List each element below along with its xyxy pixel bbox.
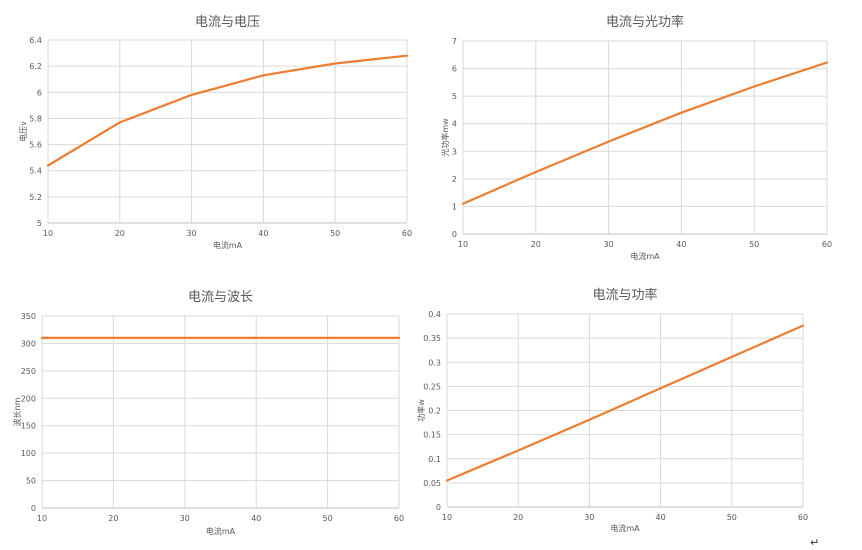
x-tick-label: 20 <box>115 229 125 238</box>
corner-return-mark: ↵ <box>810 536 819 549</box>
y-tick-label: 4 <box>452 120 457 129</box>
y-axis-label: 光功率mw <box>440 118 450 157</box>
y-tick-label: 150 <box>21 422 36 431</box>
chart-3: 0 50 100 150 200 250 300 350 10 20 30 40 50 60 电流与波长电流… <box>12 290 404 536</box>
y-tick-label: 6.4 <box>29 36 42 45</box>
y-tick-label: 50 <box>26 477 36 486</box>
y-tick-label: 5 <box>452 92 457 101</box>
x-tick-label: 30 <box>584 513 594 522</box>
y-tick-label: 7 <box>452 37 457 46</box>
x-tick-label: 20 <box>513 513 523 522</box>
x-tick-label: 10 <box>37 514 47 523</box>
chart-title: 电流与电压 <box>195 15 260 30</box>
x-tick-label: 60 <box>798 513 808 522</box>
y-tick-label: 5.8 <box>29 114 42 123</box>
y-tick-label: 0.35 <box>423 334 441 343</box>
y-axis-label: 电压v <box>18 121 28 142</box>
x-tick-label: 40 <box>656 513 666 522</box>
x-tick-label: 50 <box>749 240 759 249</box>
y-tick-label: 300 <box>21 339 36 348</box>
y-tick-label: 100 <box>21 449 36 458</box>
y-tick-label: 200 <box>21 394 36 403</box>
x-tick-label: 40 <box>676 240 686 249</box>
x-tick-label: 60 <box>394 514 404 523</box>
y-tick-label: 0 <box>436 503 441 512</box>
x-tick-label: 30 <box>604 240 614 249</box>
chart-title: 电流与功率 <box>592 287 657 303</box>
chart-4: 0 0.05 0.1 0.15 0.2 0.25 0.3 0.35 0.4 10 20 30 40 50 6… <box>416 287 808 533</box>
y-tick-label: 0 <box>452 230 457 239</box>
x-tick-label: 10 <box>43 229 53 238</box>
x-axis-label: 电流mA <box>630 251 660 261</box>
x-tick-label: 10 <box>442 513 452 522</box>
y-tick-label: 3 <box>452 147 457 156</box>
x-tick-label: 20 <box>108 514 118 523</box>
series-line <box>461 61 829 205</box>
y-tick-label: 0 <box>31 504 36 513</box>
y-tick-label: 2 <box>452 175 457 184</box>
x-tick-label: 30 <box>180 514 190 523</box>
y-tick-label: 0.2 <box>428 407 441 416</box>
y-tick-label: 5 <box>37 219 42 228</box>
y-tick-label: 0.4 <box>428 310 441 319</box>
x-tick-label: 60 <box>822 240 832 249</box>
x-tick-label: 50 <box>323 514 333 523</box>
y-tick-label: 0.05 <box>423 479 441 488</box>
x-tick-label: 30 <box>187 229 197 238</box>
x-tick-label: 60 <box>402 229 412 238</box>
x-tick-label: 10 <box>458 240 468 249</box>
y-tick-label: 0.3 <box>428 358 441 367</box>
y-tick-label: 350 <box>21 312 36 321</box>
x-tick-label: 40 <box>251 514 261 523</box>
series-line <box>46 54 409 167</box>
y-tick-label: 5.2 <box>29 193 42 202</box>
x-axis-label: 电流mA <box>213 240 243 250</box>
y-tick-label: 1 <box>452 202 457 211</box>
y-tick-label: 5.4 <box>29 167 42 176</box>
y-tick-label: 250 <box>21 367 36 376</box>
y-axis-label: 功率w <box>416 399 426 422</box>
x-tick-label: 20 <box>531 240 541 249</box>
series-line <box>445 324 805 482</box>
y-tick-label: 5.6 <box>29 141 42 150</box>
y-tick-label: 0.15 <box>423 431 441 440</box>
x-tick-label: 40 <box>258 229 268 238</box>
y-tick-label: 6.2 <box>29 62 42 71</box>
y-tick-label: 0.1 <box>428 455 441 464</box>
chart-title: 电流与波长 <box>188 290 253 305</box>
x-tick-label: 50 <box>727 513 737 522</box>
y-axis-label: 波长nm <box>12 397 22 426</box>
y-tick-label: 6 <box>37 88 42 97</box>
chart-title: 电流与光功率 <box>606 14 684 30</box>
y-tick-label: 0.25 <box>423 382 441 391</box>
x-tick-label: 50 <box>330 229 340 238</box>
chart-1: 5 5.2 5.4 5.6 5.8 6 6.2 6.4 10 20 30 40 50 60 电流与电压电流m… <box>18 15 412 250</box>
x-axis-label: 电流mA <box>610 523 640 533</box>
y-tick-label: 6 <box>452 65 457 74</box>
x-axis-label: 电流mA <box>206 526 236 536</box>
